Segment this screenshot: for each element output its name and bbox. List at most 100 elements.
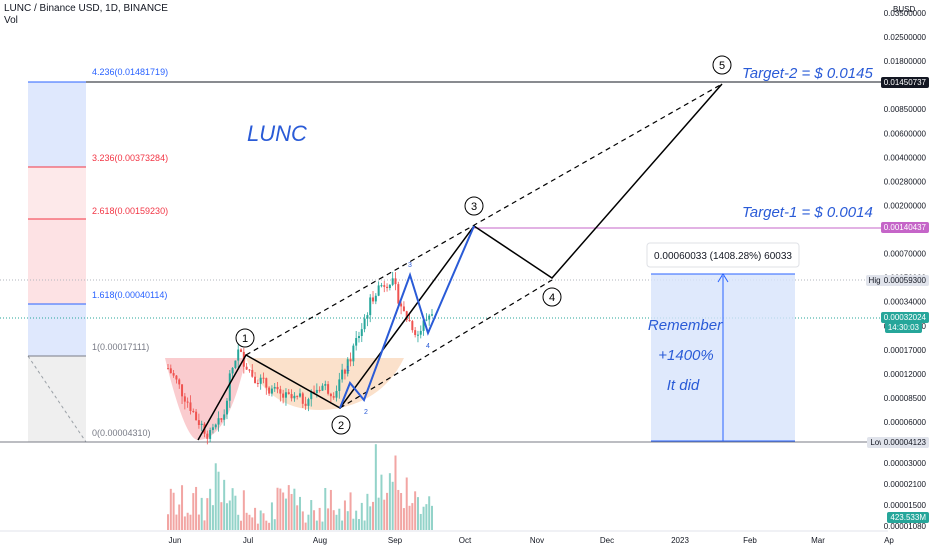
candle-body (195, 411, 198, 421)
volume-bar (338, 508, 341, 530)
candle-body (167, 368, 169, 370)
candle-body (366, 315, 369, 319)
candle-body (335, 390, 338, 398)
time-tick: Mar (811, 536, 825, 545)
candle-body (411, 321, 414, 331)
time-tick: Nov (530, 536, 544, 545)
candle-body (321, 385, 324, 391)
volume-bar (287, 485, 290, 530)
candle-body (341, 369, 344, 380)
volume-bar (237, 514, 240, 530)
candle-body (245, 366, 248, 370)
candle-body (425, 319, 428, 321)
time-tick: Jun (169, 536, 182, 545)
candle-body (214, 424, 217, 428)
candle-body (416, 334, 419, 336)
candle-body (327, 384, 330, 394)
candle-body (268, 387, 271, 394)
candle-body (192, 410, 195, 412)
time-tick: 2023 (671, 536, 689, 545)
wave-marker-5: 5 (712, 55, 732, 75)
elliott-wave-line (197, 83, 723, 441)
candle-body (209, 430, 212, 439)
subwave-label-4: 4 (426, 343, 430, 350)
volume-bar (383, 499, 386, 530)
candle-body (349, 359, 352, 362)
fib-diagonal (27, 355, 87, 443)
candle-body (293, 395, 296, 399)
volume-tick: 0.00003000 (884, 459, 927, 468)
candle-body (290, 394, 293, 399)
candle-body (374, 295, 377, 302)
time-tick: Ap (884, 536, 894, 545)
candle-body (276, 386, 279, 390)
volume-bar (228, 500, 231, 530)
candle-body (394, 278, 397, 285)
volume-bar (313, 510, 316, 530)
candle-body (380, 285, 383, 287)
candle-body (270, 388, 273, 394)
candle-body (388, 284, 391, 289)
volume-bar (419, 513, 422, 530)
candle-body (377, 285, 380, 296)
it-did-text: It did (667, 377, 700, 394)
volume-bar (329, 489, 332, 530)
volume-bar (352, 518, 355, 530)
candle-body (273, 386, 276, 389)
candle-body (172, 373, 175, 376)
fib-label-0: 0(0.00004310) (92, 428, 151, 438)
price-tick: 0.03500000 (884, 9, 927, 18)
volume-bar (231, 488, 234, 530)
subwave-label-2: 2 (364, 409, 368, 416)
candle-body (338, 379, 341, 391)
candle-body (310, 391, 313, 400)
price-tick: 0.00070000 (884, 250, 927, 259)
candle-body (363, 318, 366, 330)
candle-body (304, 403, 307, 406)
pct-text: +1400% (658, 347, 713, 364)
high-label: High (865, 275, 888, 286)
fib-label-1618: 1.618(0.00040114) (92, 290, 167, 300)
volume-bar (167, 514, 169, 530)
chart-header: LUNC / Binance USD, 1D, BINANCE (4, 3, 168, 14)
volume-bar (245, 512, 248, 530)
candle-body (296, 395, 299, 397)
candle-body (419, 330, 422, 335)
candle-body (234, 360, 237, 368)
subwave-line (339, 225, 475, 409)
price-tick: 0.00008500 (884, 394, 927, 403)
volume-tick: 0.00002100 (884, 480, 927, 489)
volume-bar (203, 520, 206, 530)
candle-body (175, 375, 178, 380)
price-tick: 0.00012000 (884, 370, 927, 379)
volume-bar (169, 488, 172, 530)
volume-bar (405, 477, 408, 530)
fib-zone-blue-2 (28, 304, 86, 356)
candle-body (228, 373, 231, 401)
volume-bar (431, 505, 433, 530)
candle-body (287, 392, 290, 395)
current-price-badge: 0.00032024 (880, 312, 929, 323)
volume-bar (402, 508, 405, 530)
volume-bar (268, 522, 271, 530)
candle-body (343, 369, 346, 374)
candle-body (169, 368, 172, 374)
volume-bar (343, 500, 346, 530)
candle-body (357, 336, 360, 339)
measure-arrowhead (717, 273, 729, 283)
volume-bar (299, 496, 301, 530)
volume-bar (349, 492, 352, 530)
measure-label: 0.00060033 (1408.28%) 60033 (654, 251, 792, 262)
volume-bar (400, 493, 403, 530)
candle-body (315, 389, 318, 394)
time-axis[interactable]: Jun Jul Aug Sep Oct Nov Dec 2023 Feb Mar Ap (169, 536, 895, 545)
volume-bar (270, 502, 273, 530)
volume-bar (242, 490, 245, 530)
candle-body (200, 423, 203, 425)
volume-bar (301, 511, 304, 530)
time-tick: Oct (459, 536, 472, 545)
candle-body (369, 297, 372, 316)
volume-bar (262, 513, 265, 530)
candle-body (248, 369, 251, 371)
